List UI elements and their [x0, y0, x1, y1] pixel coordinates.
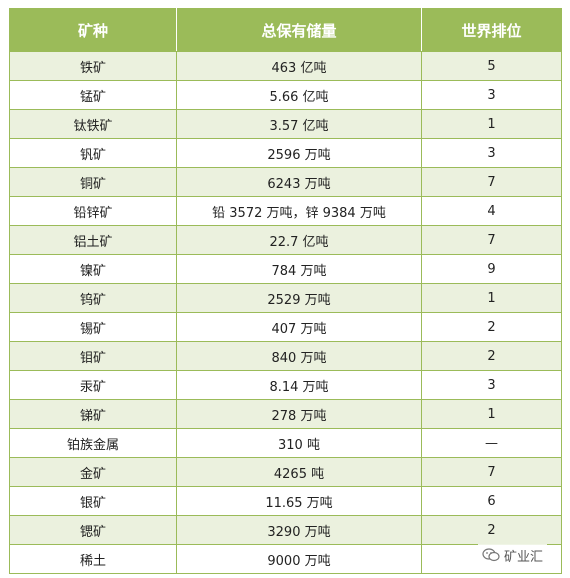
cell-rank: 4 [421, 196, 562, 226]
cell-reserve: 2596 万吨 [176, 138, 422, 168]
cell-reserve: 463 亿吨 [176, 51, 422, 81]
cell-mineral: 汞矿 [9, 370, 177, 400]
cell-rank: 6 [421, 486, 562, 516]
cell-rank: 1 [421, 283, 562, 313]
table-row: 锰矿 5.66 亿吨 3 [9, 80, 562, 110]
cell-rank: 5 [421, 51, 562, 81]
cell-mineral: 钼矿 [9, 341, 177, 371]
cell-rank: 3 [421, 80, 562, 110]
cell-mineral: 钛铁矿 [9, 109, 177, 139]
watermark-text: 矿业汇 [504, 549, 544, 565]
cell-mineral: 钨矿 [9, 283, 177, 313]
cell-rank: 7 [421, 225, 562, 255]
cell-reserve: 5.66 亿吨 [176, 80, 422, 110]
cell-mineral: 锑矿 [9, 399, 177, 429]
mineral-reserves-table-container: 矿种 总保有储量 世界排位 铁矿 463 亿吨 5 锰矿 5.66 亿吨 3 钛… [9, 8, 562, 574]
cell-rank: 7 [421, 457, 562, 487]
cell-mineral: 稀土 [9, 544, 177, 574]
table-row: 铅锌矿 铅 3572 万吨，锌 9384 万吨 4 [9, 196, 562, 226]
cell-mineral: 铂族金属 [9, 428, 177, 458]
cell-mineral: 金矿 [9, 457, 177, 487]
table-row: 镍矿 784 万吨 9 [9, 254, 562, 284]
cell-mineral: 铜矿 [9, 167, 177, 197]
mineral-reserves-table: 矿种 总保有储量 世界排位 铁矿 463 亿吨 5 锰矿 5.66 亿吨 3 钛… [9, 8, 562, 574]
cell-mineral: 钒矿 [9, 138, 177, 168]
table-row: 钛铁矿 3.57 亿吨 1 [9, 109, 562, 139]
table-row: 银矿 11.65 万吨 6 [9, 486, 562, 516]
header-rank: 世界排位 [421, 8, 562, 52]
cell-rank: 2 [421, 312, 562, 342]
cell-rank: 2 [421, 515, 562, 545]
cell-rank: 3 [421, 138, 562, 168]
cell-rank: 2 [421, 341, 562, 371]
table-row: 锑矿 278 万吨 1 [9, 399, 562, 429]
table-row: 铁矿 463 亿吨 5 [9, 51, 562, 81]
cell-reserve: 11.65 万吨 [176, 486, 422, 516]
table-row: 锡矿 407 万吨 2 [9, 312, 562, 342]
header-reserve: 总保有储量 [176, 8, 422, 52]
cell-reserve: 8.14 万吨 [176, 370, 422, 400]
cell-rank: 1 [421, 109, 562, 139]
cell-rank: — [421, 428, 562, 458]
cell-rank: 7 [421, 167, 562, 197]
cell-mineral: 铁矿 [9, 51, 177, 81]
cell-reserve: 22.7 亿吨 [176, 225, 422, 255]
table-row: 钼矿 840 万吨 2 [9, 341, 562, 371]
header-mineral: 矿种 [9, 8, 177, 52]
table-row: 汞矿 8.14 万吨 3 [9, 370, 562, 400]
cell-reserve: 2529 万吨 [176, 283, 422, 313]
watermark: 矿业汇 [478, 544, 548, 566]
cell-reserve: 407 万吨 [176, 312, 422, 342]
cell-mineral: 锶矿 [9, 515, 177, 545]
cell-reserve: 9000 万吨 [176, 544, 422, 574]
cell-mineral: 银矿 [9, 486, 177, 516]
cell-rank: 9 [421, 254, 562, 284]
cell-mineral: 锰矿 [9, 80, 177, 110]
cell-reserve: 3.57 亿吨 [176, 109, 422, 139]
table-row: 铜矿 6243 万吨 7 [9, 167, 562, 197]
cell-rank: 3 [421, 370, 562, 400]
cell-mineral: 锡矿 [9, 312, 177, 342]
cell-mineral: 镍矿 [9, 254, 177, 284]
cell-mineral: 铝土矿 [9, 225, 177, 255]
cell-mineral: 铅锌矿 [9, 196, 177, 226]
table-row: 金矿 4265 吨 7 [9, 457, 562, 487]
cell-reserve: 3290 万吨 [176, 515, 422, 545]
cell-reserve: 840 万吨 [176, 341, 422, 371]
cell-reserve: 278 万吨 [176, 399, 422, 429]
cell-reserve: 铅 3572 万吨，锌 9384 万吨 [176, 196, 422, 226]
cell-reserve: 4265 吨 [176, 457, 422, 487]
table-row: 铂族金属 310 吨 — [9, 428, 562, 458]
cell-reserve: 784 万吨 [176, 254, 422, 284]
wechat-icon [482, 548, 500, 562]
cell-reserve: 310 吨 [176, 428, 422, 458]
cell-reserve: 6243 万吨 [176, 167, 422, 197]
cell-rank: 1 [421, 399, 562, 429]
table-row: 锶矿 3290 万吨 2 [9, 515, 562, 545]
table-row: 铝土矿 22.7 亿吨 7 [9, 225, 562, 255]
table-header-row: 矿种 总保有储量 世界排位 [9, 8, 562, 52]
table-row: 钒矿 2596 万吨 3 [9, 138, 562, 168]
table-row: 钨矿 2529 万吨 1 [9, 283, 562, 313]
